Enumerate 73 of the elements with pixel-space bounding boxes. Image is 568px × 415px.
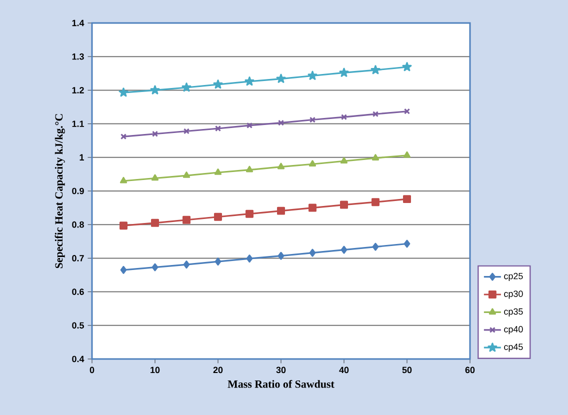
point (246, 122, 253, 129)
legend-label: cp30 (504, 290, 523, 299)
point (277, 162, 285, 170)
point (340, 200, 348, 209)
x-tick-label: 50 (402, 366, 412, 374)
point (339, 68, 349, 77)
point (340, 157, 348, 164)
point (276, 74, 286, 83)
point (120, 222, 128, 230)
y-tick-label: 0.8 (72, 221, 84, 228)
x-tick-label: 60 (465, 366, 475, 374)
legend-label: cp45 (504, 344, 523, 352)
point (182, 82, 192, 92)
y-tick-label: 1.2 (72, 87, 84, 94)
y-axis-title: Sepecific Heat Capacity kJ/kg.°C (54, 114, 65, 268)
x-tick-label: 20 (213, 366, 223, 374)
point (372, 110, 379, 118)
point (183, 260, 190, 269)
point (340, 246, 348, 254)
point (150, 85, 160, 94)
y-tick-label: 1 (80, 154, 84, 160)
point (118, 88, 128, 97)
point (308, 70, 318, 80)
point (309, 116, 316, 123)
point (183, 128, 190, 134)
point (372, 242, 379, 251)
point (278, 252, 284, 260)
point (246, 254, 253, 263)
point (151, 218, 159, 227)
x-tick-label: 10 (150, 366, 160, 374)
x-tick-label: 0 (90, 366, 94, 374)
point (403, 195, 411, 204)
point (340, 114, 348, 120)
point (372, 198, 380, 206)
point (244, 76, 254, 86)
x-axis-title: Mass Ratio of Sawdust (228, 380, 334, 388)
point (120, 176, 128, 184)
point (370, 65, 380, 74)
y-tick-label: 0.6 (72, 288, 84, 295)
y-tick-label: 1.4 (72, 20, 84, 26)
point (246, 166, 254, 172)
point (214, 258, 222, 266)
x-tick-label: 40 (339, 366, 349, 374)
x-tick-label: 30 (276, 366, 286, 374)
point (278, 120, 284, 126)
point (182, 172, 190, 178)
legend-label: cp40 (504, 326, 523, 334)
point (308, 160, 316, 167)
point (214, 168, 222, 175)
point (308, 204, 316, 212)
point (309, 248, 316, 257)
legend-label: cp35 (504, 308, 523, 316)
point (246, 210, 254, 218)
y-tick-label: 0.5 (72, 322, 84, 329)
y-tick-label: 0.9 (72, 188, 84, 194)
point (372, 154, 380, 160)
point (120, 266, 127, 274)
y-tick-label: 1.1 (72, 120, 84, 127)
legend-label: cp25 (504, 272, 523, 282)
point (277, 206, 285, 215)
y-tick-label: 1.3 (72, 53, 84, 60)
point (182, 216, 190, 224)
point (402, 62, 412, 72)
point (214, 212, 222, 221)
point (152, 263, 158, 272)
y-tick-label: 0.4 (72, 356, 84, 362)
point (151, 174, 159, 181)
y-tick-label: 0.7 (72, 255, 84, 262)
point (213, 80, 223, 89)
point (404, 240, 410, 248)
point (214, 125, 222, 132)
point (403, 151, 411, 158)
point (152, 130, 158, 137)
